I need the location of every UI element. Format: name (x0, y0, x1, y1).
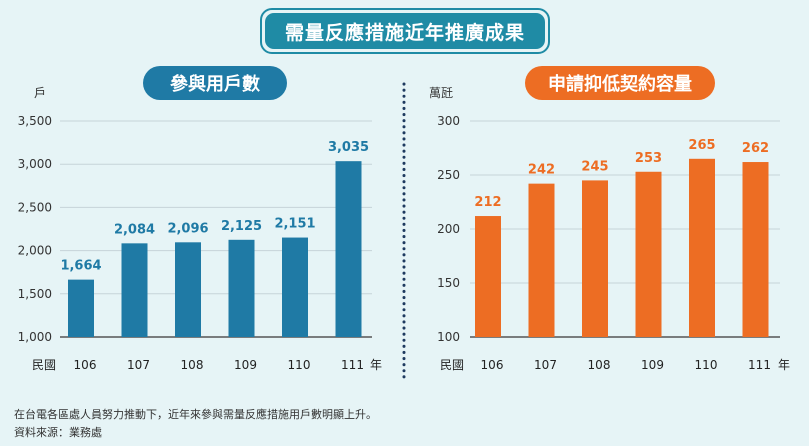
y-tick-label: 2,000 (18, 244, 52, 258)
bar-107 (121, 243, 148, 337)
y-tick-label: 200 (437, 222, 460, 236)
bar-106 (68, 279, 94, 337)
bar-109 (635, 171, 662, 337)
x-tick-label: 109 (641, 358, 664, 372)
data-label: 265 (688, 138, 715, 153)
data-label: 2,125 (221, 219, 262, 234)
x-tick-label: 111 (341, 358, 364, 372)
x-axis-prefix-label: 民國 (440, 358, 464, 372)
y-tick-label: 250 (437, 168, 460, 182)
bar-106 (475, 216, 501, 337)
bar-108 (175, 242, 201, 337)
bar-110 (282, 237, 308, 337)
x-tick-label: 109 (234, 358, 257, 372)
y-tick-label: 100 (437, 330, 460, 344)
main-title: 需量反應措施近年推廣成果 (265, 13, 545, 49)
footnote-description: 在台電各區處人員努力推動下，近年來參與需量反應措施用戶數明顯上升。 (14, 408, 377, 421)
y-axis-unit-label: 萬瓩 (429, 86, 453, 100)
main-title-frame: 需量反應措施近年推廣成果 (260, 8, 550, 54)
x-tick-label: 111 (748, 358, 771, 372)
data-label: 1,664 (60, 259, 101, 274)
y-tick-label: 1,500 (18, 287, 52, 301)
data-label: 245 (581, 159, 608, 174)
y-tick-label: 1,000 (18, 330, 52, 344)
y-axis-unit-label: 戶 (34, 86, 46, 100)
x-axis-unit-label: 年 (778, 358, 790, 372)
data-label: 253 (635, 151, 662, 166)
data-label: 2,084 (114, 222, 155, 237)
y-tick-label: 150 (437, 276, 460, 290)
bar-111 (742, 162, 769, 337)
y-tick-label: 300 (437, 114, 460, 128)
chart-title-capacity: 申請抑低契約容量 (525, 66, 715, 100)
data-label: 3,035 (328, 140, 369, 155)
x-axis-unit-label: 年 (370, 358, 382, 372)
data-label: 262 (742, 141, 769, 156)
x-tick-label: 107 (127, 358, 150, 372)
bar-108 (582, 180, 608, 337)
data-label: 2,151 (274, 217, 315, 232)
y-tick-label: 3,000 (18, 157, 52, 171)
footnote-source: 資料來源：業務處 (14, 426, 102, 439)
x-tick-label: 108 (588, 358, 611, 372)
bar-111 (335, 161, 362, 337)
bar-109 (228, 239, 255, 337)
chart-title-participants: 參與用戶數 (143, 66, 287, 100)
x-axis-prefix-label: 民國 (32, 358, 56, 372)
bar-107 (528, 183, 555, 337)
data-label: 242 (528, 163, 555, 178)
data-label: 2,096 (167, 221, 208, 236)
data-label: 212 (474, 195, 501, 210)
x-tick-label: 110 (695, 358, 718, 372)
x-tick-label: 108 (181, 358, 204, 372)
bar-110 (689, 158, 715, 337)
y-tick-label: 2,500 (18, 200, 52, 214)
x-tick-label: 106 (481, 358, 504, 372)
x-tick-label: 110 (288, 358, 311, 372)
x-tick-label: 106 (74, 358, 97, 372)
x-tick-label: 107 (534, 358, 557, 372)
y-tick-label: 3,500 (18, 114, 52, 128)
